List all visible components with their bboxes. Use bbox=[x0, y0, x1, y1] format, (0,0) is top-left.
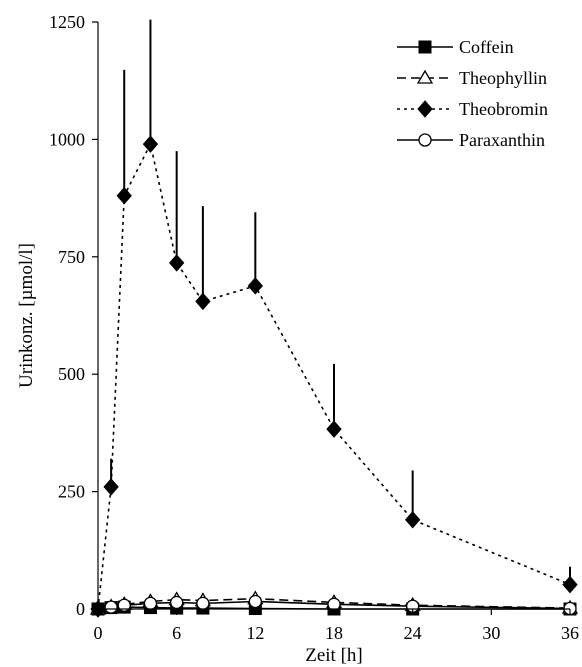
point-paraxanthin bbox=[104, 600, 118, 614]
point-theobromin bbox=[405, 511, 421, 529]
y-axis-title: Urinkonz. [µmol/l] bbox=[16, 243, 37, 388]
legend-marker-theobromin bbox=[417, 100, 433, 118]
legend-item-paraxanthin: Paraxanthin bbox=[397, 130, 545, 150]
y-tick-label: 1250 bbox=[49, 12, 85, 32]
legend-label-paraxanthin: Paraxanthin bbox=[459, 130, 545, 150]
y-tick-label: 750 bbox=[58, 247, 85, 267]
y-tick-label: 500 bbox=[58, 364, 85, 384]
legend-label-coffein: Coffein bbox=[459, 37, 514, 57]
x-tick-label: 18 bbox=[325, 623, 343, 643]
series-theobromin bbox=[90, 19, 578, 618]
point-paraxanthin bbox=[117, 598, 131, 612]
point-paraxanthin bbox=[248, 594, 262, 609]
point-paraxanthin bbox=[143, 596, 158, 611]
point-theobromin bbox=[247, 277, 263, 295]
x-tick-label: 6 bbox=[172, 623, 181, 643]
legend-item-coffein: Coffein bbox=[397, 37, 514, 57]
legend-label-theobromin: Theobromin bbox=[459, 99, 548, 119]
y-tick-label: 0 bbox=[76, 599, 85, 619]
point-theobromin bbox=[116, 186, 132, 205]
line-theobromin bbox=[97, 141, 571, 610]
point-theobromin bbox=[326, 420, 342, 438]
legend-item-theobromin: Theobromin bbox=[397, 99, 548, 119]
legend-item-theophyllin: Theophyllin bbox=[397, 68, 547, 88]
legend-label-theophyllin: Theophyllin bbox=[459, 68, 547, 88]
x-axis-title: Zeit [h] bbox=[305, 645, 363, 666]
plot-area bbox=[89, 19, 579, 618]
y-axis: 0 250 500 750 1000 1250 bbox=[49, 12, 99, 619]
legend-marker-theophyllin bbox=[416, 69, 434, 84]
x-axis: 0 6 12 18 24 30 36 bbox=[94, 608, 579, 643]
point-paraxanthin bbox=[170, 595, 184, 610]
legend-marker-paraxanthin bbox=[418, 133, 432, 147]
point-theobromin bbox=[195, 292, 211, 311]
y-tick-label: 1000 bbox=[49, 129, 85, 149]
point-theobromin bbox=[142, 135, 159, 153]
legend: Coffein Theophyllin Theobromin Paraxanthin bbox=[397, 37, 548, 150]
x-tick-label: 0 bbox=[94, 623, 103, 643]
x-tick-label: 24 bbox=[404, 623, 422, 643]
point-theobromin bbox=[562, 575, 578, 594]
y-tick-label: 250 bbox=[58, 482, 85, 502]
legend-marker-coffein bbox=[418, 40, 432, 54]
point-theobromin bbox=[103, 478, 119, 496]
series-paraxanthin bbox=[91, 594, 577, 616]
point-theobromin bbox=[169, 254, 185, 272]
x-tick-label: 30 bbox=[482, 623, 500, 643]
x-tick-label: 12 bbox=[246, 623, 264, 643]
x-tick-label: 36 bbox=[561, 623, 579, 643]
point-paraxanthin bbox=[196, 596, 210, 611]
